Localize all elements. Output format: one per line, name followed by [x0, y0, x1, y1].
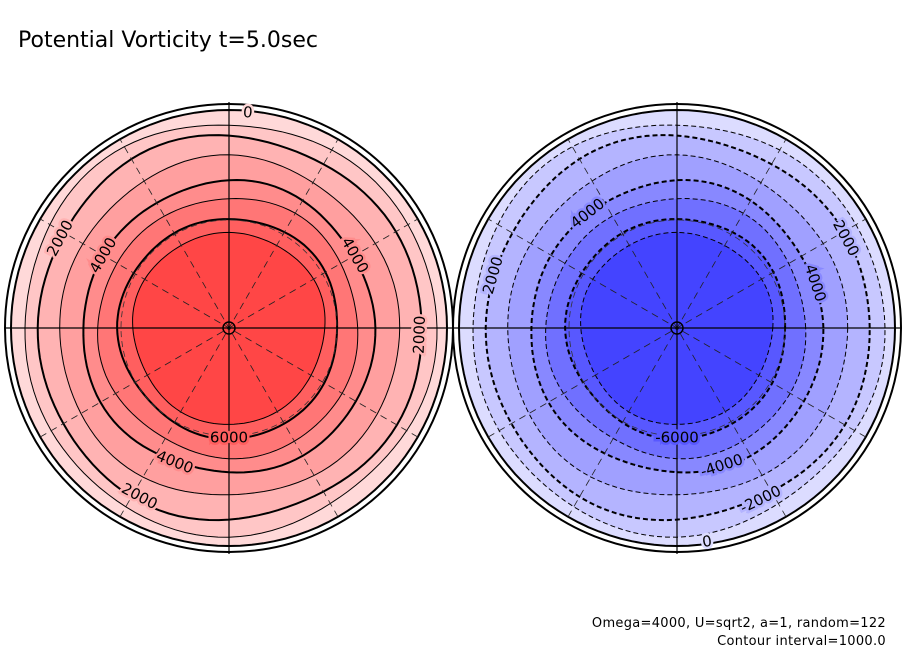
- north-contour-label-halo: 2000: [410, 315, 429, 354]
- north-contour-label: 6000: [210, 429, 248, 447]
- south-polar-panel: 40004000200020002000200040004000-6000-60…: [452, 102, 902, 554]
- north-pole-mark: [222, 321, 236, 335]
- parameters-caption: Omega=4000, U=sqrt2, a=1, random=122: [592, 616, 886, 631]
- figure-title: Potential Vorticity t=5.0sec: [18, 28, 318, 53]
- north-contour-label: 0: [242, 103, 253, 122]
- contour-interval-caption: Contour interval=1000.0: [717, 634, 886, 649]
- south-pole-mark: [670, 321, 684, 335]
- south-contour-label: -6000: [655, 429, 699, 447]
- north-contour-label: 2000: [410, 315, 429, 354]
- south-contour-label-halo: -6000: [655, 429, 699, 447]
- north-contour-label-halo: 0: [242, 103, 253, 122]
- south-outer-boundary: [452, 103, 902, 553]
- north-contour-label-halo: 6000: [210, 429, 248, 447]
- south-contour-label: 0: [701, 532, 713, 551]
